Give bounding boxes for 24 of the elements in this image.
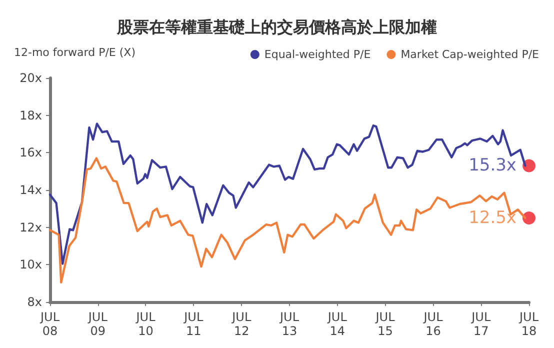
x-tick-label: JUL 11 <box>183 310 204 338</box>
x-tick-label: JUL 12 <box>231 310 252 338</box>
y-tick-label: 10x <box>20 258 42 272</box>
x-tick-label: JUL 17 <box>470 310 491 338</box>
legend-label: Market Cap-weighted P/E <box>400 48 540 61</box>
y-tick-label: 16x <box>20 146 42 160</box>
x-tick-label: JUL 18 <box>518 310 539 338</box>
x-tick-label: JUL 14 <box>326 310 348 338</box>
annotation: 15.3x <box>468 156 516 176</box>
annotation: 12.5x <box>468 208 516 228</box>
legend-label: Equal-weighted P/E <box>264 48 371 61</box>
x-tick-label: JUL 13 <box>278 310 300 338</box>
chart-title: 股票在等權重基礎上的交易價格高於上限加權 <box>116 18 437 36</box>
y-tick-label: 12x <box>20 220 42 234</box>
y-tick-label: 18x <box>20 108 42 122</box>
y-tick-label: 8x <box>27 295 42 309</box>
x-tick-label: JUL 09 <box>87 310 108 338</box>
x-tick-label: JUL 15 <box>374 310 396 338</box>
y-tick-label: 20x <box>20 71 42 85</box>
x-tick-label: JUL 10 <box>135 310 156 338</box>
x-tick-label: JUL 08 <box>39 310 60 338</box>
y-tick-label: 14x <box>20 183 42 197</box>
y-axis-title: 12-mo forward P/E (X) <box>14 46 136 59</box>
x-tick-label: JUL 16 <box>422 310 444 338</box>
